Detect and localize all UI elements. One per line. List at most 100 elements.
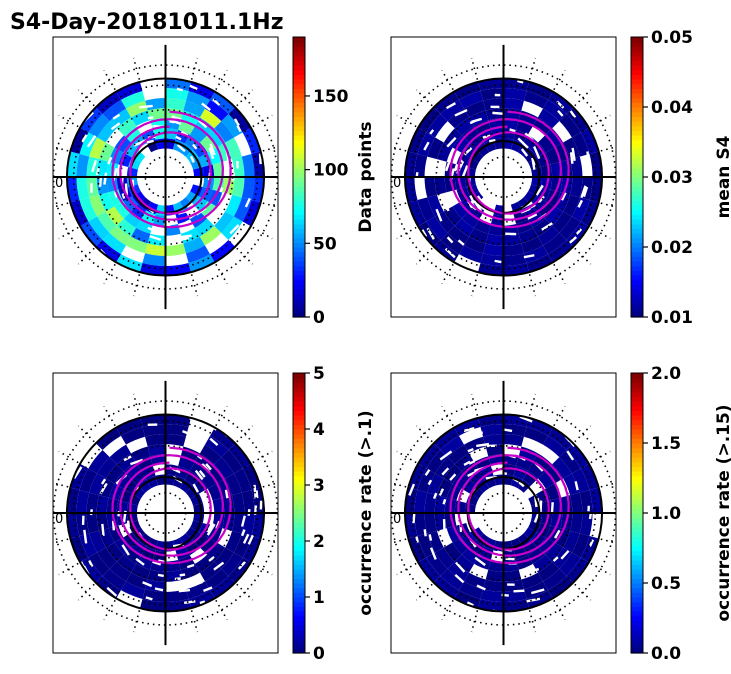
colorbar-segment: [293, 587, 305, 593]
heatmap-cell: [447, 444, 470, 465]
colorbar-segment: [293, 489, 305, 495]
heatmap-cell: [108, 525, 124, 543]
heatmap-cell: [199, 444, 222, 465]
empty-bin-mark: [496, 550, 504, 555]
empty-bin-mark: [105, 447, 112, 453]
colorbar-segment: [631, 531, 643, 537]
colorbar-segment: [293, 163, 305, 169]
colorbar-segment: [631, 578, 643, 584]
empty-bin-mark: [517, 137, 529, 149]
heatmap-cell: [452, 201, 470, 219]
colorbar-segment: [631, 205, 643, 211]
heatmap-cell: [452, 537, 470, 555]
heatmap-cell: [461, 126, 480, 143]
colorbar-segment: [293, 606, 305, 612]
empty-bin-mark: [569, 152, 574, 164]
colorbar-segment: [293, 545, 305, 551]
heatmap-cell: [116, 218, 137, 237]
colorbar-segment: [631, 452, 643, 458]
heatmap-cell: [503, 589, 527, 603]
heatmap-cell: [98, 142, 115, 162]
heatmap-cell: [571, 132, 590, 157]
meridian-line: [600, 202, 616, 208]
heatmap-cell: [559, 216, 581, 240]
colorbar-segment: [631, 74, 643, 80]
colorbar-segment: [293, 466, 305, 472]
empty-bin-mark: [429, 129, 435, 135]
colorbar-segment: [293, 494, 305, 500]
colorbar-segment: [293, 60, 305, 66]
meridian-line: [190, 610, 199, 633]
heatmap-cell: [225, 530, 242, 553]
heatmap-cell: [552, 211, 572, 233]
colorbar-segment: [293, 130, 305, 136]
colorbar-frame: [292, 372, 306, 654]
heatmap-cell: [417, 106, 441, 133]
colorbar-segment: [293, 41, 305, 47]
empty-bin-mark: [468, 460, 476, 465]
empty-bin-mark: [147, 226, 156, 233]
heatmap-cell: [537, 471, 555, 489]
colorbar-segment: [631, 499, 643, 505]
heatmap-cell: [530, 532, 546, 548]
oval-inner-boundary: [129, 467, 212, 551]
heatmap-cell: [435, 547, 455, 569]
empty-bin-mark: [242, 533, 250, 544]
heatmap-cell: [204, 568, 229, 591]
meridian-line: [262, 146, 278, 152]
empty-bin-mark: [519, 415, 533, 423]
colorbar-segment: [293, 611, 305, 617]
empty-bin-mark: [193, 580, 203, 586]
empty-bin-mark: [81, 134, 88, 143]
heatmap-cell: [414, 489, 428, 513]
heatmap-cell: [225, 194, 242, 217]
empty-bin-mark: [442, 498, 447, 505]
colorbar-segment: [293, 443, 305, 449]
colorbar-segment: [293, 424, 305, 430]
empty-bin-mark: [135, 557, 145, 566]
empty-bin-mark: [566, 450, 575, 461]
heatmap-cell: [179, 533, 193, 547]
colorbar-segment: [293, 265, 305, 271]
colorbar-segment: [293, 601, 305, 607]
empty-bin-mark: [526, 597, 541, 603]
empty-bin-mark: [152, 560, 162, 566]
heatmap-cell: [96, 513, 109, 531]
meridian-line: [590, 450, 611, 464]
colorbar-segment: [293, 116, 305, 122]
heatmap-cell: [480, 87, 504, 101]
heatmap-cell: [180, 563, 200, 580]
meridian-line: [574, 425, 592, 443]
colorbar-segment: [293, 177, 305, 183]
colorbar-segment: [631, 256, 643, 262]
heatmap-cell: [424, 177, 437, 198]
empty-bin-mark: [461, 165, 469, 178]
heatmap-cell: [89, 194, 106, 217]
heatmap-cell: [116, 554, 137, 573]
heatmap-cell: [453, 417, 481, 436]
colorbar-segment: [293, 527, 305, 533]
colorbar-segment: [293, 69, 305, 75]
meridian-line: [441, 263, 454, 285]
meridian-line: [528, 57, 537, 80]
colorbar-tick-label: 0: [313, 644, 325, 664]
empty-bin-mark: [180, 236, 190, 241]
heatmap-cell: [542, 99, 567, 122]
heatmap-cell: [69, 127, 89, 154]
colorbar-segment: [631, 424, 643, 430]
heatmap-cell: [199, 108, 222, 129]
heatmap-cell: [88, 114, 110, 138]
empty-bin-mark: [530, 588, 545, 595]
heatmap-cell: [570, 492, 583, 513]
heatmap-cell: [165, 589, 189, 603]
colorbar-segment: [293, 219, 305, 225]
heatmap-cell: [232, 177, 245, 198]
meridian-line: [252, 226, 273, 240]
empty-bin-mark: [492, 111, 505, 116]
heatmap-cell: [537, 135, 555, 153]
heatmap-cell: [105, 542, 124, 562]
colorbar-label: Data points: [356, 121, 376, 232]
colorbar-tick-label: 0.0: [651, 644, 681, 664]
colorbar-segment: [293, 223, 305, 229]
colorbar-segment: [631, 629, 643, 635]
